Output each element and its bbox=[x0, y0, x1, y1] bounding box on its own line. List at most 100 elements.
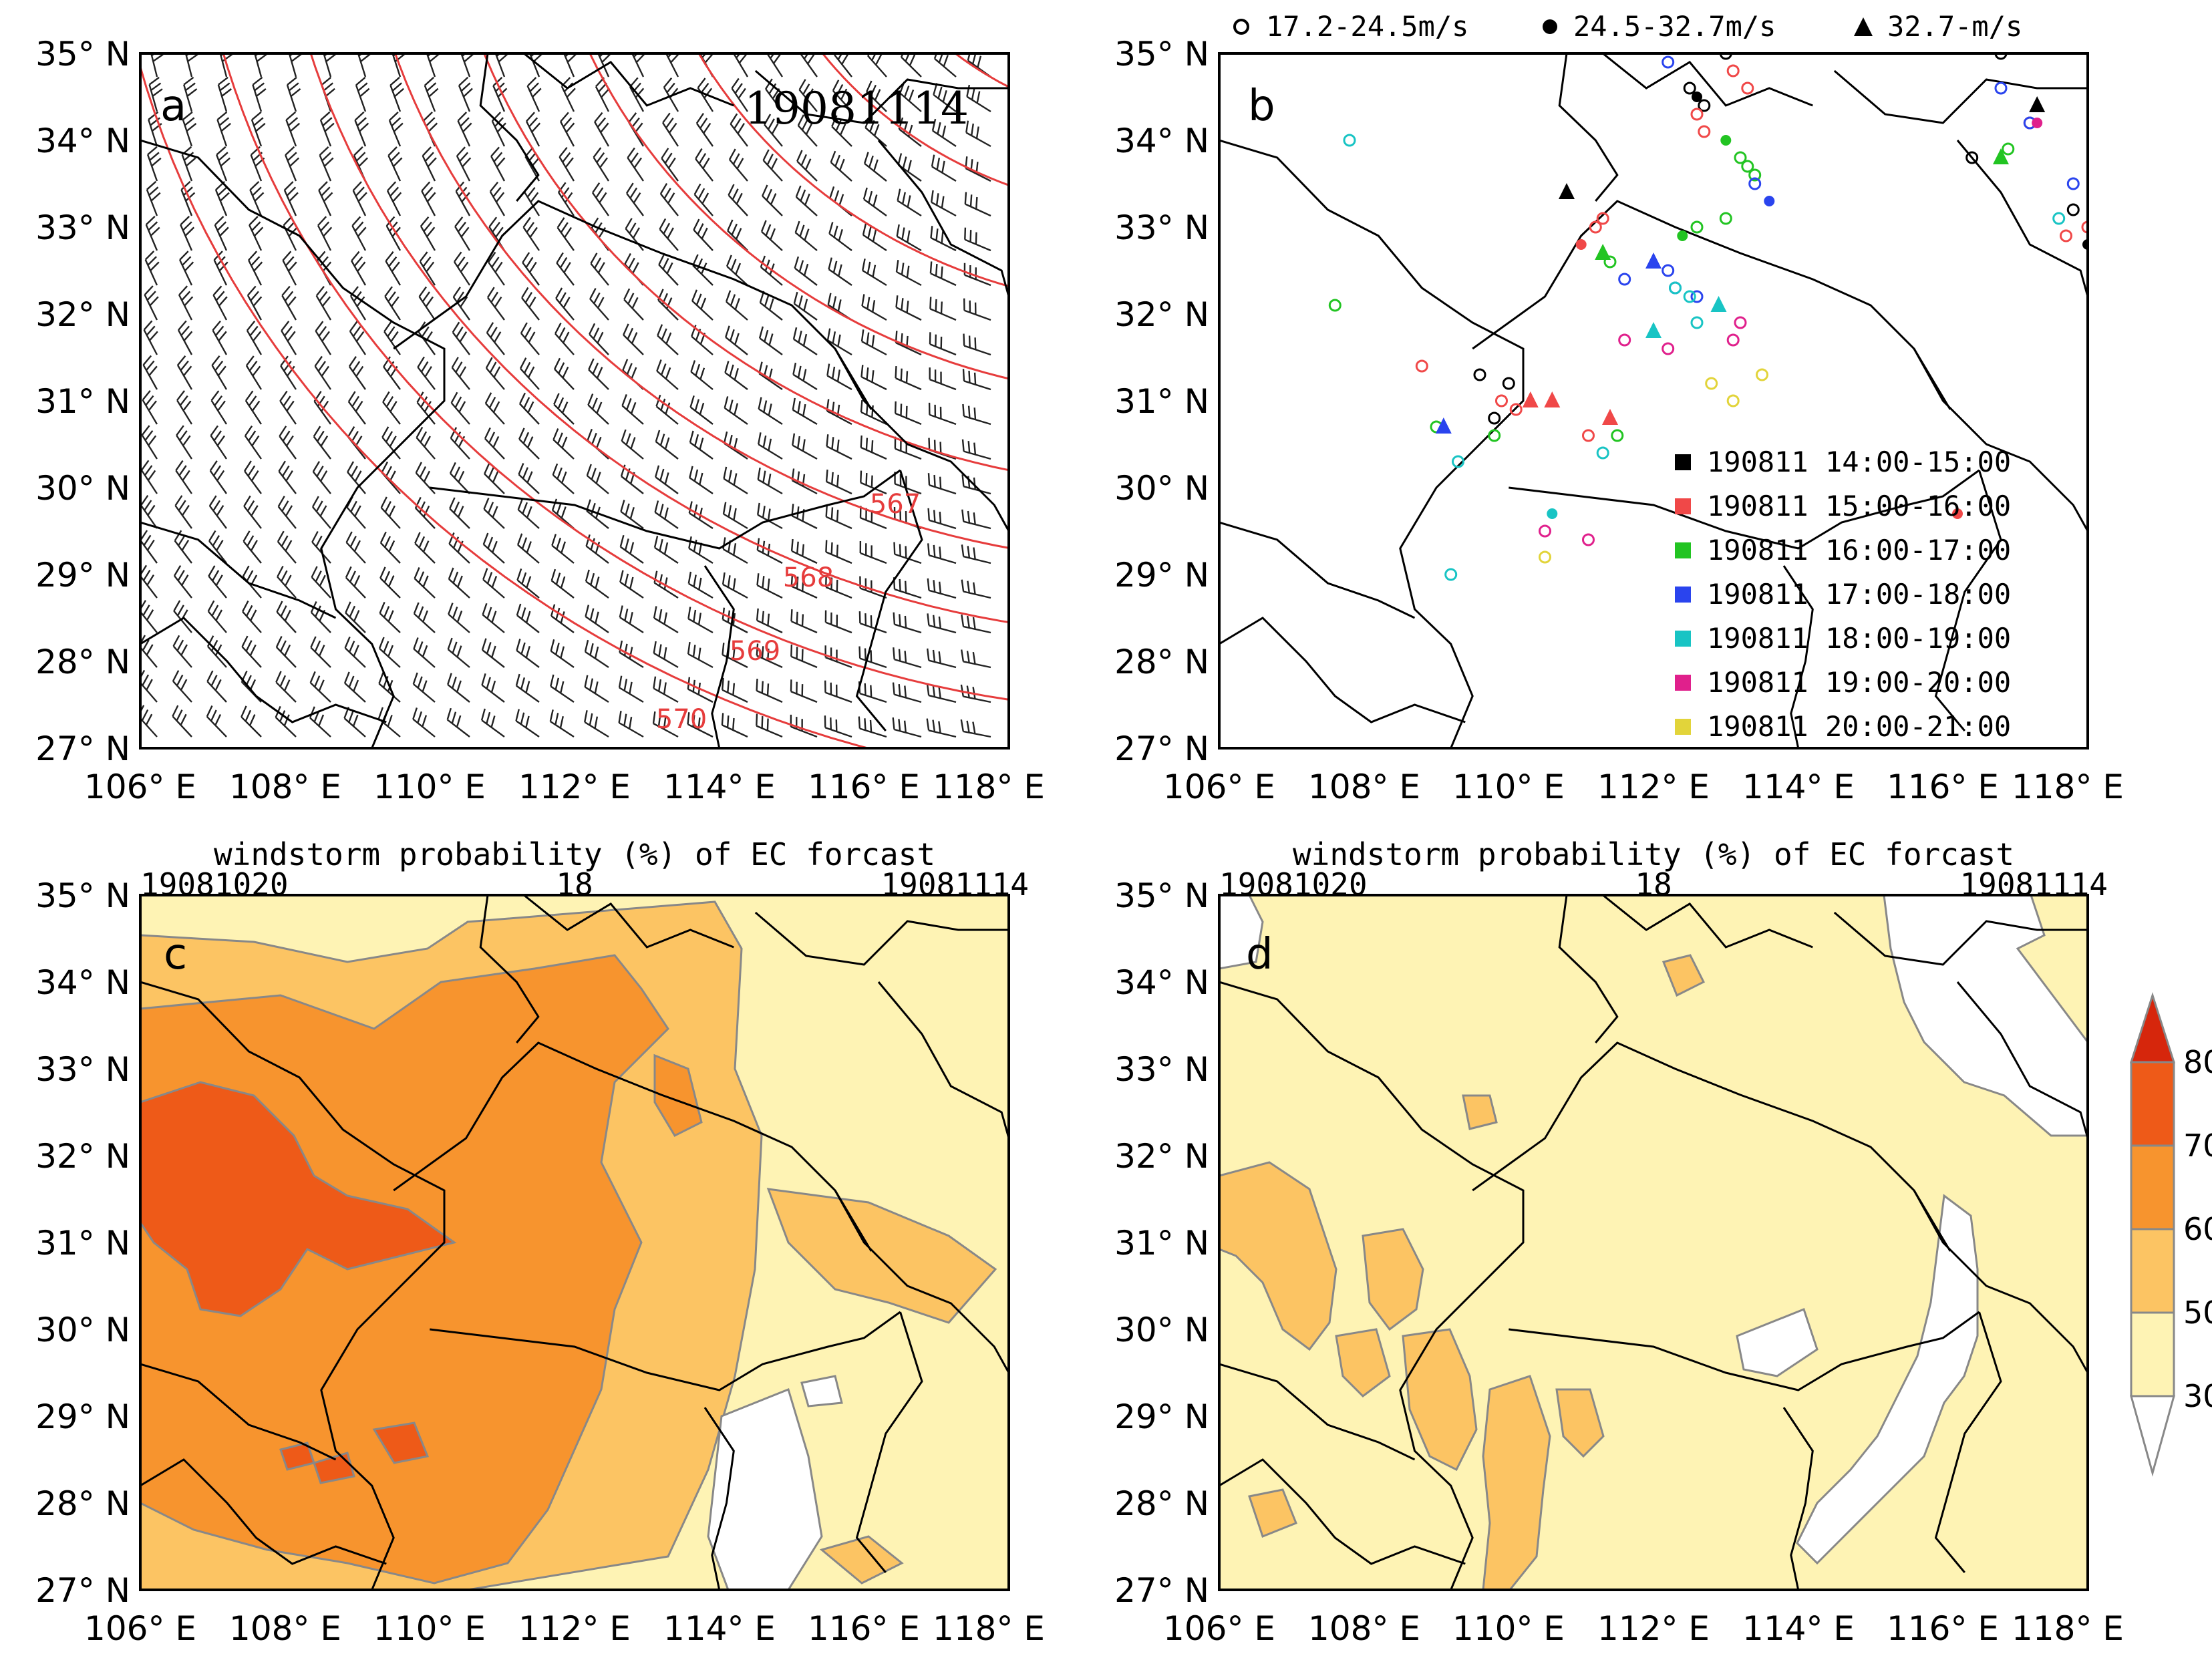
wind-barb bbox=[792, 397, 818, 426]
station-point bbox=[1618, 273, 1631, 286]
wind-barb bbox=[551, 498, 575, 529]
province-border bbox=[1219, 617, 1466, 723]
province-borders bbox=[140, 895, 1009, 1590]
wind-barb bbox=[447, 637, 470, 668]
panel-c: windstorm probability (%) of EC forcast … bbox=[35, 836, 1045, 1648]
station-point bbox=[1683, 290, 1696, 303]
lon-axis-labels: 106° E 108° E 110° E 112° E 114° E 116° … bbox=[1163, 768, 2124, 806]
wind-barb bbox=[447, 673, 470, 703]
wind-barb bbox=[791, 468, 818, 495]
wind-barb bbox=[313, 426, 331, 460]
province-border bbox=[1219, 139, 1525, 748]
lon-label: 116° E bbox=[1887, 1609, 1999, 1648]
wind-barb bbox=[415, 462, 436, 494]
colorbar-label: 30 bbox=[2183, 1378, 2212, 1414]
wind-barb bbox=[414, 496, 436, 529]
contour-label-568: 568 bbox=[783, 562, 834, 593]
wind-barb bbox=[550, 674, 575, 703]
station-point bbox=[1683, 81, 1696, 95]
province-border bbox=[523, 895, 734, 949]
province-border bbox=[1472, 1041, 1951, 1252]
station-point-triangle bbox=[1595, 244, 1611, 260]
wind-barb bbox=[448, 532, 470, 564]
wind-barb bbox=[756, 713, 783, 738]
wind-barb bbox=[828, 257, 852, 286]
wind-barb bbox=[557, 217, 575, 251]
wind-barb bbox=[800, 53, 818, 77]
wind-barb bbox=[180, 216, 195, 251]
wind-barb bbox=[180, 180, 196, 216]
wind-barb bbox=[731, 77, 748, 112]
station-point bbox=[1726, 333, 1740, 347]
wind-barb bbox=[319, 111, 335, 147]
wind-barb bbox=[619, 534, 644, 564]
wind-barb bbox=[897, 153, 922, 182]
wind-barb bbox=[379, 531, 401, 564]
wind-barb bbox=[961, 509, 991, 530]
province-border bbox=[1956, 140, 2088, 297]
wind-barb bbox=[247, 285, 263, 321]
wind-barb bbox=[623, 323, 644, 355]
lon-label: 112° E bbox=[518, 1609, 631, 1648]
wind-barb bbox=[550, 568, 575, 599]
wind-barb bbox=[318, 181, 333, 216]
wind-barb bbox=[662, 112, 679, 147]
wind-barb bbox=[172, 635, 192, 668]
wind-barb bbox=[422, 146, 437, 182]
lat-axis-labels: 35° N 34° N 33° N 32° N 31° N 30° N 29° … bbox=[1114, 35, 1209, 768]
wind-barb bbox=[382, 391, 401, 425]
lon-label: 106° E bbox=[84, 1609, 196, 1648]
wind-barb bbox=[354, 111, 369, 147]
wind-barb bbox=[216, 146, 230, 182]
wind-barb bbox=[825, 469, 852, 495]
filled-triangle-icon bbox=[1854, 17, 1873, 36]
wind-barb bbox=[965, 120, 991, 148]
wind-barb bbox=[621, 429, 644, 460]
wind-barb bbox=[245, 390, 263, 425]
province-border bbox=[1833, 911, 2088, 966]
wind-barb bbox=[790, 609, 818, 634]
wind-barb bbox=[762, 149, 783, 182]
wind-barb bbox=[452, 321, 470, 355]
panel-d: windstorm probability (%) of EC forcast … bbox=[1114, 836, 2124, 1648]
wind-barb bbox=[619, 570, 644, 599]
province-border bbox=[1833, 69, 2088, 124]
wind-barb bbox=[426, 53, 440, 77]
wind-barb bbox=[892, 682, 922, 703]
wind-barb bbox=[451, 357, 470, 390]
wind-barb bbox=[563, 53, 577, 77]
lat-label: 27° N bbox=[1114, 729, 1209, 768]
wind-barb bbox=[895, 331, 922, 356]
station-point bbox=[1444, 568, 1458, 581]
panel-title: windstorm probability (%) of EC forcast bbox=[214, 836, 935, 872]
station-point bbox=[1690, 316, 1704, 329]
height-contour bbox=[938, 0, 1170, 36]
colorbar-band-60-70 bbox=[2130, 1144, 2175, 1230]
wind-barb bbox=[379, 566, 401, 599]
wind-barb bbox=[728, 184, 748, 216]
wind-barb bbox=[378, 637, 401, 668]
wind-barb bbox=[552, 428, 575, 460]
lat-label: 32° N bbox=[1114, 1137, 1209, 1176]
station-point bbox=[1705, 377, 1718, 390]
wind-barb bbox=[413, 602, 436, 633]
wind-barb bbox=[723, 431, 748, 460]
wind-barb bbox=[344, 636, 366, 668]
wind-barb bbox=[345, 601, 366, 633]
wind-barb bbox=[172, 670, 192, 703]
province-borders bbox=[140, 53, 1009, 748]
lon-label: 110° E bbox=[1452, 1609, 1565, 1648]
wind-barb bbox=[653, 641, 679, 669]
wind-barb bbox=[315, 286, 332, 321]
wind-barb bbox=[492, 77, 508, 112]
province-border bbox=[430, 1311, 901, 1391]
wind-barb bbox=[588, 358, 609, 390]
wind-barb bbox=[687, 712, 714, 738]
wind-barb bbox=[825, 574, 852, 599]
wind-barb bbox=[892, 717, 922, 738]
wind-barb bbox=[963, 333, 991, 356]
height-contour bbox=[309, 53, 1009, 624]
wind-barb bbox=[145, 216, 160, 251]
province-border bbox=[703, 565, 735, 748]
wind-barb bbox=[551, 534, 575, 564]
